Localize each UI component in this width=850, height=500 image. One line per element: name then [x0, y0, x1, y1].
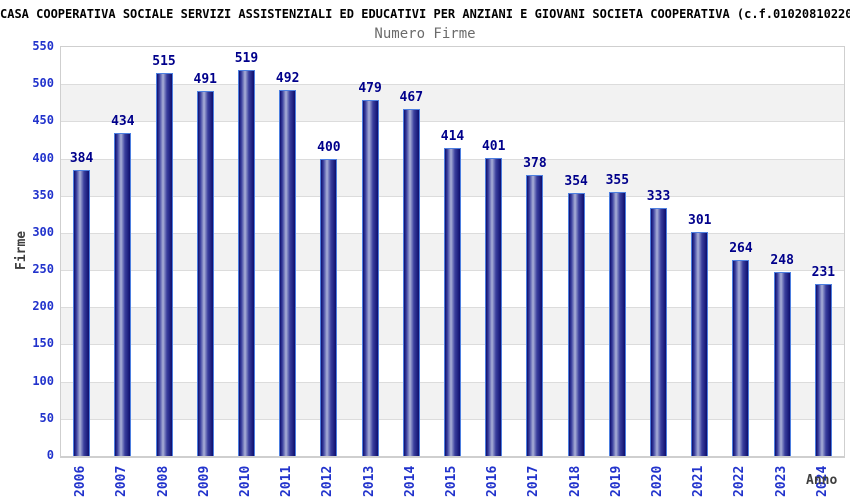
bar-2020 [650, 208, 668, 456]
bar-value-label: 491 [193, 71, 217, 87]
x-axis-title: Anno [806, 473, 838, 488]
plot-area: 384 434 515 491 519 492 400 479 467 414 401 378 354 3… [60, 46, 845, 458]
x-tick-label: 2014 [402, 465, 418, 497]
bar-value-label: 434 [111, 114, 135, 130]
background-band [61, 84, 844, 122]
x-tick-label: 2022 [732, 465, 748, 497]
x-tick-label: 2020 [650, 465, 666, 497]
background-band [61, 47, 844, 84]
chart-title: CASA COOPERATIVA SOCIALE SERVIZI ASSISTE… [0, 7, 850, 21]
bar-2019 [608, 192, 626, 456]
bar-value-label: 479 [358, 80, 382, 96]
x-tick-label: 2023 [773, 465, 789, 497]
y-tick-label: 250 [32, 262, 54, 277]
bar-2023 [773, 271, 791, 456]
bar-2014 [402, 108, 420, 456]
x-tick-label: 2013 [361, 465, 377, 497]
bar-value-label: 301 [688, 213, 712, 229]
bar-2009 [196, 90, 214, 456]
x-tick-label: 2018 [567, 465, 583, 497]
bar-value-label: 467 [399, 89, 424, 105]
bar-value-label: 384 [69, 151, 94, 167]
gridline [61, 84, 844, 86]
bar-value-label: 248 [770, 252, 794, 268]
bar-value-label: 264 [729, 240, 753, 256]
x-tick-label: 2010 [237, 465, 253, 497]
x-tick-label: 2012 [320, 465, 336, 497]
y-axis-title: Firme [14, 230, 29, 270]
bar-value-label: 401 [481, 138, 506, 154]
bar-2021 [691, 232, 709, 456]
bar-value-label: 492 [275, 71, 300, 87]
gridline [61, 121, 844, 123]
y-tick-label: 550 [32, 39, 54, 53]
bar-2006 [73, 170, 91, 456]
x-tick-label: 2011 [279, 465, 295, 497]
bar-2010 [237, 70, 255, 456]
y-tick-label: 100 [32, 373, 54, 388]
x-tick-label: 2009 [196, 465, 212, 497]
bar-value-label: 231 [811, 265, 836, 281]
x-tick-label: 2006 [73, 465, 89, 497]
bar-value-label: 355 [605, 173, 630, 189]
bar-value-label: 333 [646, 189, 671, 205]
bar-2013 [361, 99, 379, 456]
x-tick-label: 2015 [444, 465, 459, 497]
bar-2016 [485, 157, 503, 456]
bar-2011 [279, 90, 297, 456]
y-tick-label: 200 [32, 299, 54, 314]
x-tick-label: 2007 [114, 465, 130, 497]
y-tick-label: 500 [32, 76, 54, 91]
bar-value-label: 354 [564, 173, 588, 189]
bar-2008 [155, 73, 173, 456]
bar-2007 [114, 133, 132, 456]
bar-value-label: 378 [523, 155, 547, 171]
bar-value-label: 515 [152, 54, 176, 70]
x-tick-label: 2008 [155, 465, 171, 497]
bar-value-label: 414 [440, 129, 465, 145]
y-tick-label: 400 [32, 150, 54, 165]
bar-2018 [567, 192, 585, 456]
bar-2017 [526, 174, 544, 456]
y-tick-label: 0 [46, 448, 54, 462]
y-tick-label: 50 [39, 410, 54, 425]
y-tick-label: 350 [32, 187, 54, 202]
bar-2024 [814, 284, 832, 456]
y-tick-label: 450 [32, 113, 54, 128]
x-tick-label: 2019 [608, 465, 624, 497]
bar-2015 [444, 148, 461, 456]
bar-value-label: 400 [317, 139, 341, 155]
bar-value-label: 519 [234, 51, 259, 67]
y-tick-label: 150 [32, 336, 54, 351]
x-tick-label: 2016 [485, 465, 501, 497]
chart-subtitle: Numero Firme [374, 26, 476, 42]
bar-2012 [320, 158, 338, 456]
y-tick-label: 300 [32, 224, 54, 239]
x-tick-label: 2017 [526, 465, 542, 497]
x-tick-label: 2021 [691, 465, 707, 497]
bar-2022 [732, 259, 750, 456]
